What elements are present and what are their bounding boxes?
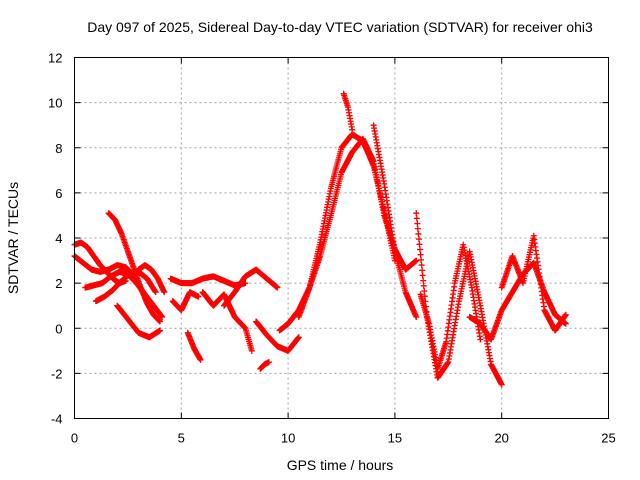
data-point — [195, 293, 202, 300]
data-point — [415, 236, 422, 243]
series-arc-7 — [135, 262, 168, 296]
series-arc-10 — [169, 289, 202, 314]
series-arc-9 — [184, 329, 204, 363]
data-point — [562, 320, 569, 327]
x-tick-label: 20 — [494, 431, 508, 446]
y-tick-label: -2 — [51, 366, 63, 381]
data-point — [416, 246, 423, 253]
data-point — [419, 272, 426, 279]
data-point — [295, 334, 302, 341]
series-arc-17 — [340, 90, 356, 133]
data-point — [265, 359, 272, 366]
data-point — [414, 225, 421, 232]
data-point — [498, 381, 505, 388]
x-tick-label: 5 — [178, 431, 185, 446]
x-tick-label: 0 — [71, 431, 78, 446]
series-arc-15 — [276, 135, 420, 334]
series-arc-5 — [92, 268, 159, 305]
series-arc-2 — [71, 253, 155, 311]
data-point — [420, 277, 427, 284]
y-tick-label: 8 — [55, 141, 62, 156]
y-tick-label: 2 — [55, 276, 62, 291]
series-arc-22 — [498, 232, 569, 334]
data-point — [419, 267, 426, 274]
y-tick-label: 6 — [55, 186, 62, 201]
data-point — [421, 288, 428, 295]
series-arc-20 — [417, 241, 484, 372]
data-point — [420, 282, 427, 289]
data-point — [156, 327, 163, 334]
y-tick-label: 12 — [48, 51, 62, 66]
data-point — [417, 251, 424, 258]
x-tick-label: 15 — [388, 431, 402, 446]
y-tick-label: 10 — [48, 96, 62, 111]
x-tick-label: 10 — [281, 431, 295, 446]
data-marks — [71, 90, 569, 388]
series-arc-18 — [370, 122, 420, 320]
data-point — [159, 313, 166, 320]
series-arc-6 — [114, 302, 163, 341]
y-axis-label: SDTVAR / TECUs — [5, 182, 21, 294]
data-point — [161, 289, 168, 296]
series-arc-19 — [413, 210, 505, 388]
series-arc-11 — [199, 289, 255, 354]
series-arc-13 — [257, 359, 272, 372]
x-tick-label: 25 — [601, 431, 615, 446]
data-point — [413, 313, 420, 320]
data-point — [152, 289, 159, 296]
y-tick-label: -4 — [51, 412, 63, 427]
y-tick-label: 4 — [55, 231, 62, 246]
series-arc-12 — [221, 266, 281, 309]
data-point — [413, 210, 420, 217]
data-point — [416, 241, 423, 248]
x-axis-label: GPS time / hours — [287, 457, 394, 473]
data-point — [197, 356, 204, 363]
data-point — [418, 256, 425, 263]
y-tick-label: 0 — [55, 321, 62, 336]
grid — [74, 57, 609, 419]
data-point — [418, 262, 425, 269]
data-point — [349, 126, 356, 133]
series-arc-14 — [253, 318, 302, 354]
data-point — [477, 336, 484, 343]
data-point — [414, 220, 421, 227]
data-point — [413, 257, 420, 264]
data-point — [415, 230, 422, 237]
data-point — [274, 284, 281, 291]
data-point — [156, 318, 163, 325]
axis-ticks: 0 5 10 15 20 25 -4 -2 0 2 4 6 8 10 12 — [48, 51, 616, 446]
series-arc-16 — [295, 131, 398, 320]
data-point — [562, 311, 569, 318]
data-point — [413, 215, 420, 222]
data-point — [248, 347, 255, 354]
plot-frame — [74, 57, 609, 419]
chart-title: Day 097 of 2025, Sidereal Day-to-day VTE… — [87, 19, 593, 35]
